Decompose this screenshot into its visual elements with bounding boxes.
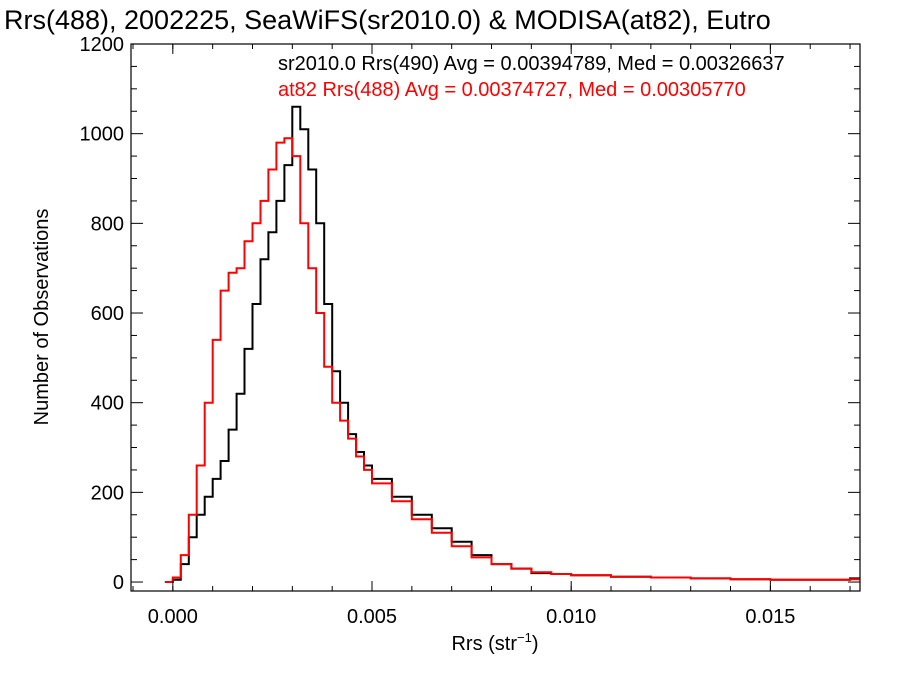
- series-line-at82: [164, 137, 860, 583]
- legend-entry-at82: at82 Rrs(488) Avg = 0.00374727, Med = 0.…: [278, 79, 746, 101]
- x-axis-label: Rrs (str−1): [451, 630, 538, 655]
- y-tick-label: 600: [91, 303, 124, 325]
- x-axis-label-superscript: −1: [517, 630, 532, 645]
- y-axis: 0 200 400 600 800 1000 1200: [80, 34, 860, 594]
- chart-title: Rrs(488), 2002225, SeaWiFS(sr2010.0) & M…: [4, 5, 771, 35]
- y-tick-label: 1000: [80, 124, 125, 146]
- plot-frame: [130, 43, 861, 592]
- x-tick-label: 0.005: [347, 606, 397, 628]
- plot-lines: [164, 105, 860, 583]
- legend-entry-sr2010: sr2010.0 Rrs(490) Avg = 0.00394789, Med …: [278, 53, 785, 75]
- x-tick-label: 0.000: [148, 606, 198, 628]
- y-axis-label: Number of Observations: [31, 209, 53, 426]
- y-tick-label: 200: [91, 482, 124, 504]
- y-tick-label: 1200: [80, 34, 125, 56]
- x-tick-label: 0.015: [745, 606, 795, 628]
- y-tick-label: 0: [113, 572, 124, 594]
- x-tick-label: 0.010: [546, 606, 596, 628]
- y-tick-label: 400: [91, 393, 124, 415]
- x-axis: 0.000 0.005 0.010 0.015: [132, 44, 851, 628]
- y-tick-label: 800: [91, 213, 124, 235]
